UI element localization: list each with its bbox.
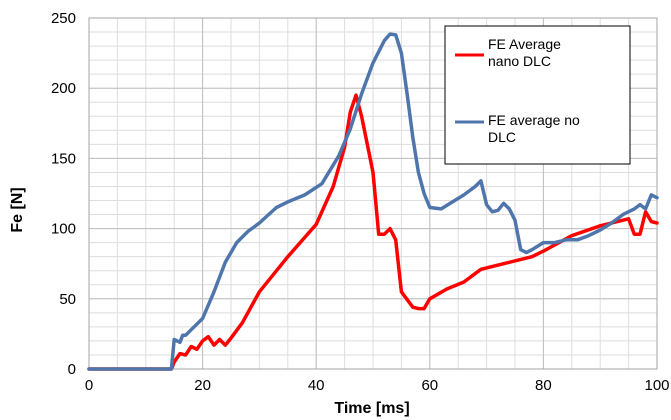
y-axis-title: Fe [N] — [9, 187, 26, 232]
x-axis-title: Time [ms] — [334, 400, 409, 417]
y-tick-label: 100 — [51, 221, 76, 238]
legend-label-nano-dlc-line1: FE Average — [488, 36, 561, 52]
y-tick-label: 0 — [68, 361, 76, 378]
x-tick-label: 0 — [85, 377, 93, 394]
x-tick-label: 40 — [308, 377, 325, 394]
legend-label-nano-dlc: FE Average nano DLC — [488, 36, 565, 69]
series-layer — [87, 32, 659, 371]
y-tick-label: 150 — [51, 150, 76, 167]
x-tick-label: 80 — [535, 377, 552, 394]
x-tick-labels: 0 20 40 60 80 100 — [85, 377, 670, 394]
x-tick-label: 20 — [194, 377, 211, 394]
y-tick-label: 250 — [51, 10, 76, 27]
legend-label-no-dlc: FE average no DLC — [488, 112, 584, 145]
series-line-no-dlc — [87, 32, 659, 371]
legend-label-nano-dlc-line2: nano DLC — [488, 53, 551, 69]
y-tick-label: 200 — [51, 80, 76, 97]
y-tick-labels: 0 50 100 150 200 250 — [51, 10, 76, 378]
legend-box — [444, 25, 631, 165]
legend-label-no-dlc-line1: FE average no — [488, 112, 580, 128]
x-tick-label: 100 — [644, 377, 669, 394]
x-tick-label: 60 — [421, 377, 438, 394]
y-tick-label: 50 — [59, 291, 76, 308]
legend-label-no-dlc-line2: DLC — [488, 129, 516, 145]
legend: FE Average nano DLC FE average no DLC — [444, 25, 631, 165]
plot-frame — [88, 17, 658, 370]
